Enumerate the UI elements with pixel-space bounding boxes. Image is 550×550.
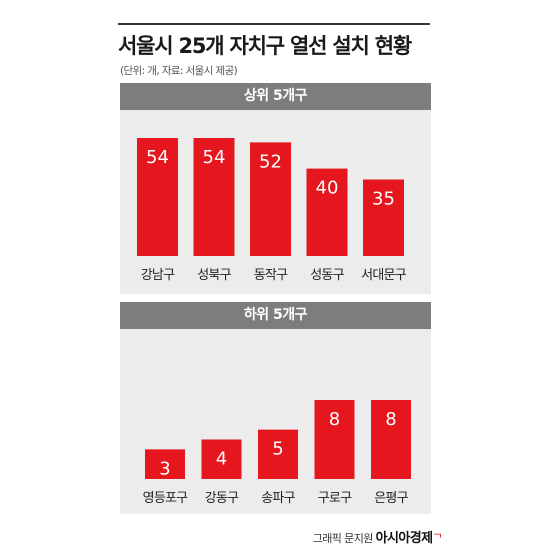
chart0-bar-0: [137, 138, 178, 256]
chart1-category-label-2: 송파구: [261, 491, 295, 506]
chart1-value-label-3: 8: [329, 409, 340, 430]
bottom5-panel: 하위 5개구 3 영등포구 4 강동구 5 송파구 8 구로구 8 은평구: [120, 302, 431, 514]
chart0-bar-4: [363, 179, 404, 256]
chart0-bar-3: [306, 168, 348, 256]
credit: 그래픽 문지원 아시아경제ᄀ: [312, 527, 443, 546]
top5-chart: 54 강남구 54 성북구 52 동작구 40 성동구 35 서대문구: [137, 138, 407, 283]
chart0-category-label-4: 서대문구: [361, 268, 406, 283]
chart1-value-label-4: 8: [385, 409, 396, 430]
chart1-category-label-1: 강동구: [205, 491, 239, 506]
chart0-value-label-0: 54: [146, 147, 169, 168]
source-note: (단위: 개, 자료: 서울시 제공): [120, 65, 238, 77]
chart0-bar-1: [193, 138, 235, 256]
chart0-bar-2: [250, 142, 291, 256]
chart0-category-label-2: 동작구: [254, 268, 288, 283]
chart1-category-label-4: 은평구: [374, 491, 408, 506]
chart0-value-label-4: 35: [372, 189, 395, 210]
chart0-category-label-1: 성북구: [197, 268, 231, 283]
top5-header: 상위 5개구: [120, 83, 431, 110]
chart0-category-label-0: 강남구: [141, 268, 175, 283]
chart1-value-label-0: 3: [159, 458, 170, 479]
credit-graphic: 그래픽 문지원: [312, 532, 374, 545]
chart1-category-label-0: 영등포구: [143, 491, 188, 506]
top5-panel: 상위 5개구 54 강남구 54 성북구 52 동작구 40 성동구 35 서대문구: [120, 83, 431, 294]
chart0-value-label-1: 54: [203, 147, 226, 168]
bottom5-header: 하위 5개구: [120, 302, 431, 329]
chart1-bar-2: [258, 429, 298, 479]
page-title: 서울시 25개 자치구 열선 설치 현황: [118, 34, 412, 58]
title-rule: [118, 23, 430, 25]
chart0-value-label-3: 40: [316, 178, 339, 199]
brand-mark-icon: ᄀ: [432, 532, 442, 545]
chart1-bar-4: [371, 400, 411, 479]
bottom5-chart: 3 영등포구 4 강동구 5 송파구 8 구로구 8 은평구: [143, 400, 411, 506]
chart1-bar-0: [145, 449, 185, 479]
brand-logo: 아시아경제: [375, 531, 433, 546]
chart1-value-label-2: 5: [272, 439, 283, 460]
chart0-value-label-2: 52: [259, 151, 282, 172]
chart1-bar-3: [314, 400, 355, 479]
chart0-category-label-3: 성동구: [310, 268, 344, 283]
chart1-value-label-1: 4: [216, 449, 227, 470]
chart1-bar-1: [201, 439, 242, 479]
chart1-category-label-3: 구로구: [318, 491, 352, 506]
